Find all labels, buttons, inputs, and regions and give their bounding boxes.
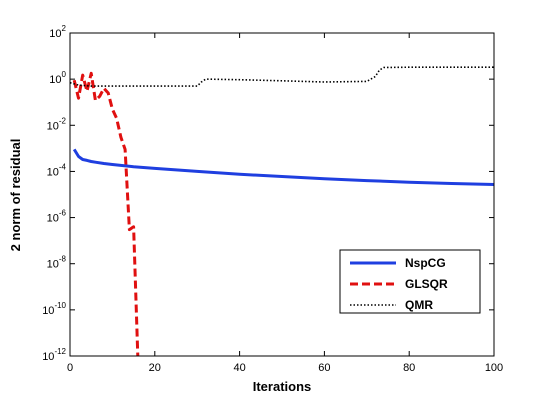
series-line-nspcg [72, 148, 495, 186]
legend-label-nspcg: NspCG [405, 256, 446, 270]
tick-layer: 0 20 40 60 80 100 10-12 10-10 10-8 10-6 10-4 10-2 10… [42, 24, 503, 374]
y-tick-label: 10-2 [47, 116, 67, 132]
y-tick-label: 10-6 [47, 209, 67, 225]
y-tick-label: 10-4 [47, 162, 67, 178]
x-tick-label: 20 [149, 362, 161, 374]
y-tick-label: 100 [49, 70, 66, 86]
series-line-glsqr [72, 71, 140, 357]
series-line-qmr [69, 66, 494, 87]
x-tick-label: 0 [67, 362, 73, 374]
x-tick-label: 80 [403, 362, 415, 374]
x-tick-label: 100 [485, 362, 503, 374]
x-tick-label: 40 [233, 362, 245, 374]
plot-frame [69, 32, 495, 357]
legend-label-glsqr: GLSQR [405, 277, 448, 291]
y-tick-label: 10-12 [42, 347, 66, 363]
y-tick-label: 10-10 [42, 301, 66, 317]
series-layer [69, 66, 495, 357]
legend: NspCG GLSQR QMR [339, 249, 481, 314]
legend-label-qmr: QMR [405, 298, 433, 312]
y-axis-label: 2 norm of residual [8, 139, 23, 252]
legend-box [339, 249, 481, 314]
x-axis-label: Iterations [253, 379, 312, 394]
y-tick-label: 102 [49, 24, 66, 40]
y-tick-label: 10-8 [47, 255, 67, 271]
x-tick-label: 60 [318, 362, 330, 374]
